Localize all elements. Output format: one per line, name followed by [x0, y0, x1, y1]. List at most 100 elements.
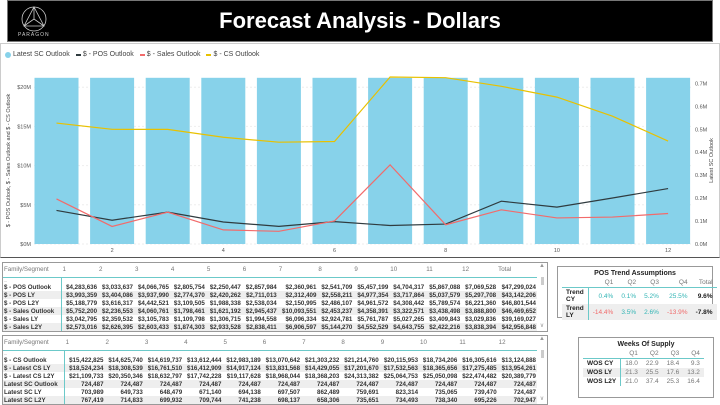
cell-value: $2,924,781 [321, 315, 353, 323]
column-header[interactable]: Q4 [662, 278, 692, 288]
cell-value: 649,733 [120, 388, 143, 396]
cell-value: 658,306 [301, 396, 341, 404]
column-header[interactable]: Family/Segment [3, 263, 62, 278]
cell-value: $4,704,317 [393, 283, 425, 291]
cell-value: $4,977,354 [353, 291, 390, 299]
chart-canvas: $0M $5M $10M $15M $20M 0.0M 0.1M 0.2M 0.3M 0.4M 0.… [6, 76, 715, 254]
column-header[interactable]: 6 [241, 263, 278, 278]
column-header[interactable]: Q3 [662, 349, 684, 359]
column-header[interactable]: Family/Segment [3, 336, 65, 351]
cell-value: $3,042,795 [66, 315, 98, 323]
column-header[interactable]: Q4 [683, 349, 704, 359]
y-right-tick-label: 0.3M [695, 173, 708, 179]
table-scrollbar[interactable]: ▲ ∨ [537, 263, 547, 331]
row-label: $ - CS Outlook [3, 356, 66, 364]
column-header[interactable]: 7 [301, 336, 341, 351]
column-header[interactable] [583, 349, 621, 359]
cell-value: $3,109,505 [173, 299, 205, 307]
cell-value: 648,479 [159, 388, 183, 396]
column-header[interactable]: Q3 [640, 278, 663, 288]
cs-sc-table: Family/Segment 1 2 3 4 5 6 7 8 9 10 11 12 ⋯ $ - CS Out… [2, 335, 548, 405]
cell-value: $2,711,013 [241, 291, 278, 299]
column-header[interactable]: 11 [458, 336, 498, 351]
column-header[interactable]: 4 [169, 263, 206, 278]
cell-value: 724,487 [222, 380, 262, 388]
legend-item-pos-outlook[interactable]: $ - POS Outlook [75, 51, 134, 58]
cell-value: $1,109,798 [173, 315, 205, 323]
cell-value: $21,303,232 [304, 356, 340, 364]
column-header[interactable]: 12 [461, 263, 498, 278]
column-header[interactable] [562, 278, 589, 288]
column-header[interactable]: 5 [205, 263, 242, 278]
pos-trend-card: POS Trend Assumptions Q1 Q2 Q3 Q4 Total Trend… [557, 266, 717, 320]
column-header[interactable]: 4 [183, 336, 223, 351]
cell-value: $1,874,303 [169, 323, 206, 331]
cell-value: 862,489 [317, 388, 340, 396]
column-header[interactable]: 8 [317, 263, 354, 278]
cell-value: $2,312,409 [277, 291, 318, 299]
table-scrollbar[interactable]: ▲ ∨ [537, 336, 547, 404]
cell-value: $4,358,391 [353, 307, 390, 315]
column-header[interactable]: Total [497, 263, 537, 278]
column-header[interactable]: 9 [353, 263, 390, 278]
column-header[interactable]: Q1 [588, 278, 618, 288]
cell-value: $42,956,848 [497, 323, 537, 331]
y-left-tick-label: $20M [17, 85, 31, 91]
cell-value: -7.8% [691, 304, 717, 320]
table-row: $ - Latest CS L2Y $21,109,733 $20,350,346 $… [3, 372, 537, 380]
legend-label: $ - CS Outlook [213, 51, 260, 58]
column-header[interactable]: 1 [64, 336, 105, 351]
cell-value: $2,359,532 [102, 315, 133, 323]
column-header[interactable]: 2 [104, 336, 144, 351]
cell-value: 0.1% [621, 292, 637, 300]
y-left-tick-label: $0M [20, 242, 31, 248]
legend-item-cs-outlook[interactable]: $ - CS Outlook [206, 51, 259, 58]
expand-handle[interactable]: ⋯ [3, 350, 66, 356]
bar-latest-sc-outlook [34, 77, 79, 244]
column-header[interactable]: 3 [133, 263, 170, 278]
cell-value: $4,308,442 [393, 299, 425, 307]
cell-value: $14,429,055 [301, 364, 341, 372]
cell-value: $1,621,192 [205, 307, 242, 315]
column-header[interactable]: Q2 [641, 349, 663, 359]
y-left-tick-label: $15M [17, 124, 31, 130]
forecast-chart: $0M $5M $10M $15M $20M 0.0M 0.1M 0.2M 0.3M 0.4M 0.… [0, 43, 720, 258]
column-header[interactable]: 5 [222, 336, 262, 351]
expand-handle[interactable]: ⋯ [3, 277, 63, 283]
column-header[interactable]: Q2 [617, 278, 641, 288]
cell-value: 709,744 [183, 396, 223, 404]
column-header[interactable]: 7 [277, 263, 318, 278]
column-header[interactable]: 10 [389, 263, 426, 278]
column-header[interactable]: 2 [98, 263, 134, 278]
y-right-tick-label: 0.7M [695, 81, 708, 87]
column-header[interactable]: 10 [419, 336, 459, 351]
cell-value: $6,221,360 [465, 299, 497, 307]
column-header[interactable]: 6 [261, 336, 302, 351]
cell-value: $12,983,189 [226, 356, 261, 364]
column-header[interactable]: 8 [340, 336, 380, 351]
cell-value: 698,137 [261, 396, 302, 404]
column-header[interactable]: 3 [143, 336, 184, 351]
row-label: $ - Sales LY [3, 315, 63, 323]
cell-value: $2,805,754 [173, 283, 205, 291]
column-header[interactable]: 11 [425, 263, 462, 278]
bar-latest-sc-outlook [90, 77, 135, 244]
column-header[interactable]: 1 [61, 263, 99, 278]
cell-value: $19,117,628 [226, 372, 261, 380]
cell-value: 724,487 [497, 380, 537, 388]
bar-latest-sc-outlook [590, 77, 635, 244]
column-header[interactable]: 9 [379, 336, 420, 351]
logo-text: PARAGON [18, 32, 50, 38]
cell-value: $2,945,437 [241, 307, 278, 315]
legend-item-sales-outlook[interactable]: $ - Sales Outlook [139, 51, 200, 58]
column-header[interactable]: 12 [497, 336, 537, 351]
cell-value: 739,470 [474, 388, 497, 396]
cell-value: $17,532,563 [379, 364, 420, 372]
column-header[interactable]: Q1 [620, 349, 642, 359]
cell-value: $2,626,395 [98, 323, 134, 331]
row-label: $ - Sales L2Y [3, 323, 63, 331]
legend-item-latest-sc-outlook[interactable]: Latest SC Outlook [5, 51, 70, 58]
column-header[interactable]: Total [691, 278, 717, 288]
cell-value: 724,487 [379, 380, 420, 388]
wos-title: Weeks Of Supply [617, 341, 675, 348]
